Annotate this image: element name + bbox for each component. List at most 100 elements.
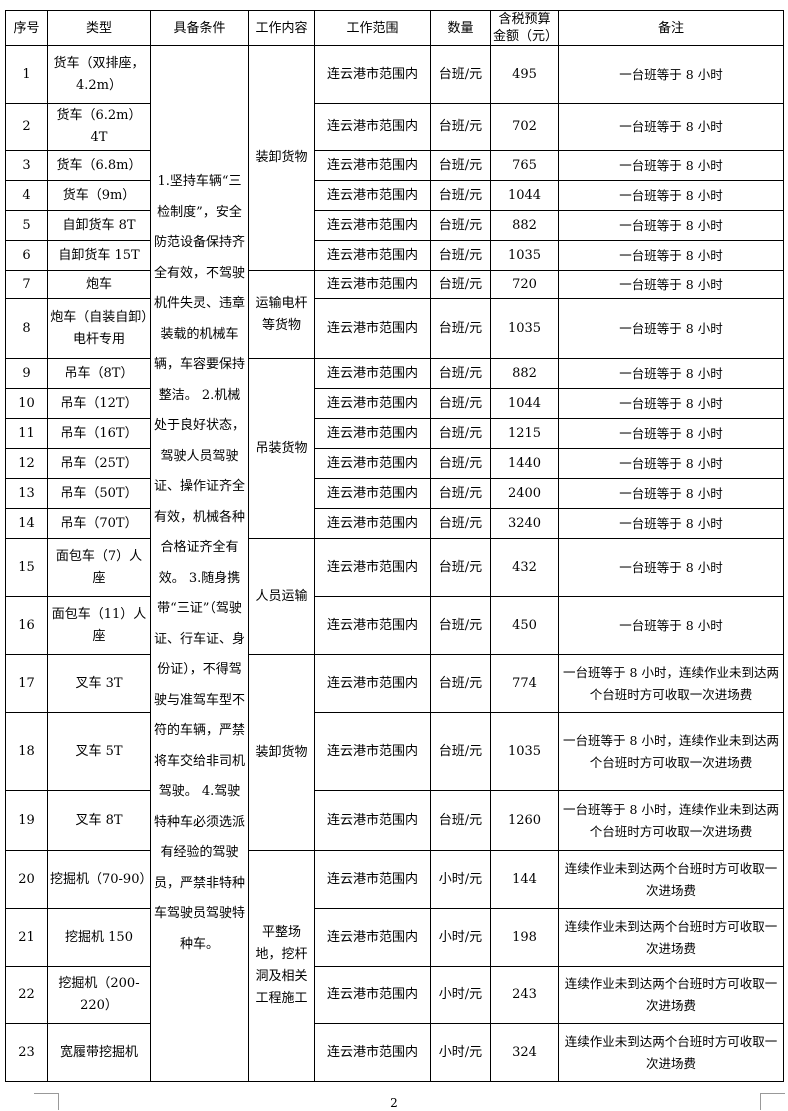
row-number: 8 xyxy=(5,298,48,359)
note: 一台班等于 8 小时 xyxy=(558,596,784,655)
budget-amount: 495 xyxy=(490,45,559,104)
vehicle-type: 吊车（16T） xyxy=(47,418,151,449)
header-type: 类型 xyxy=(47,10,151,46)
budget-amount: 432 xyxy=(490,538,559,597)
table-row: 17 叉车 3T 装卸货物 连云港市范围内 台班/元 774 一台班等于 8 小时，连续作业… xyxy=(5,654,784,851)
header-budget: 含税预算金额（元） xyxy=(490,10,559,46)
vehicle-type: 叉车 3T xyxy=(47,654,151,713)
budget-amount: 144 xyxy=(490,850,559,909)
header-scope: 工作范围 xyxy=(314,10,431,46)
table-row: 5 自卸货车 8T 连云港市范围内 台班/元 882 一台班等于 8 小时 xyxy=(5,210,784,241)
row-number: 5 xyxy=(5,210,48,241)
row-number: 18 xyxy=(5,712,48,791)
work-scope: 连云港市范围内 xyxy=(314,388,431,419)
budget-amount: 1035 xyxy=(490,240,559,271)
vehicle-type: 叉车 8T xyxy=(47,790,151,851)
quantity-unit: 台班/元 xyxy=(430,654,491,713)
page-corner-mark xyxy=(34,1093,59,1110)
vehicle-type: 叉车 5T xyxy=(47,712,151,791)
quantity-unit: 台班/元 xyxy=(430,596,491,655)
quantity-unit: 小时/元 xyxy=(430,850,491,909)
work-scope: 连云港市范围内 xyxy=(314,448,431,479)
budget-amount: 720 xyxy=(490,270,559,299)
table-row: 23 宽履带挖掘机 连云港市范围内 小时/元 324 连续作业未到达两个台班时方可收取一次… xyxy=(5,1023,784,1082)
page-number: 2 xyxy=(390,1096,398,1110)
budget-amount: 774 xyxy=(490,654,559,713)
budget-amount: 450 xyxy=(490,596,559,655)
row-number: 22 xyxy=(5,966,48,1024)
quantity-unit: 台班/元 xyxy=(430,270,491,299)
header-qty: 数量 xyxy=(430,10,491,46)
vehicle-type: 炮车 xyxy=(47,270,151,299)
row-number: 20 xyxy=(5,850,48,909)
work-content: 平整场地，挖杆洞及相关工程施工 xyxy=(248,850,315,1082)
header-note: 备注 xyxy=(558,10,784,46)
vehicle-type: 吊车（8T） xyxy=(47,358,151,389)
quantity-unit: 台班/元 xyxy=(430,478,491,509)
note: 一台班等于 8 小时 xyxy=(558,270,784,299)
note: 连续作业未到达两个台班时方可收取一次进场费 xyxy=(558,850,784,909)
quantity-unit: 台班/元 xyxy=(430,790,491,851)
work-scope: 连云港市范围内 xyxy=(314,908,431,967)
work-scope: 连云港市范围内 xyxy=(314,240,431,271)
note: 连续作业未到达两个台班时方可收取一次进场费 xyxy=(558,908,784,967)
vehicle-type: 吊车（25T） xyxy=(47,448,151,479)
work-scope: 连云港市范围内 xyxy=(314,358,431,389)
budget-amount: 324 xyxy=(490,1023,559,1082)
work-scope: 连云港市范围内 xyxy=(314,103,431,151)
work-scope: 连云港市范围内 xyxy=(314,180,431,211)
note: 一台班等于 8 小时 xyxy=(558,298,784,359)
table-row: 9 吊车（8T） 吊装货物 连云港市范围内 台班/元 882 一台班等于 8 小时 xyxy=(5,358,784,539)
note: 一台班等于 8 小时 xyxy=(558,448,784,479)
row-number: 13 xyxy=(5,478,48,509)
row-number: 14 xyxy=(5,508,48,539)
quantity-unit: 台班/元 xyxy=(430,210,491,241)
work-scope: 连云港市范围内 xyxy=(314,45,431,104)
header-no: 序号 xyxy=(5,10,48,46)
vehicle-type: 自卸货车 8T xyxy=(47,210,151,241)
quantity-unit: 台班/元 xyxy=(430,418,491,449)
equipment-table: 序号 类型 具备条件 工作内容 工作范围 数量 含税预算金额（元） 备注 1 货车… xyxy=(5,10,784,1082)
table-row: 22 挖掘机（200-220） 连云港市范围内 小时/元 243 连续作业未到达两个台班时… xyxy=(5,966,784,1024)
vehicle-type: 面包车（11）人座 xyxy=(47,596,151,655)
row-number: 4 xyxy=(5,180,48,211)
budget-amount: 1035 xyxy=(490,298,559,359)
quantity-unit: 台班/元 xyxy=(430,388,491,419)
work-content: 人员运输 xyxy=(248,538,315,655)
vehicle-type: 炮车（自装自卸）电杆专用 xyxy=(47,298,151,359)
note: 一台班等于 8 小时 xyxy=(558,388,784,419)
row-number: 15 xyxy=(5,538,48,597)
work-content: 吊装货物 xyxy=(248,358,315,539)
work-scope: 连云港市范围内 xyxy=(314,1023,431,1082)
quantity-unit: 台班/元 xyxy=(430,103,491,151)
note: 一台班等于 8 小时 xyxy=(558,210,784,241)
conditions-cell: 1.坚持车辆“三检制度”，安全防范设备保持齐全有效，不驾驶机件失灵、违章装载的机… xyxy=(150,45,249,1082)
header-conditions: 具备条件 xyxy=(150,10,249,46)
note: 连续作业未到达两个台班时方可收取一次进场费 xyxy=(558,966,784,1024)
row-number: 7 xyxy=(5,270,48,299)
header-work: 工作内容 xyxy=(248,10,315,46)
vehicle-type: 挖掘机（70-90） xyxy=(47,850,151,909)
vehicle-type: 面包车（7）人座 xyxy=(47,538,151,597)
row-number: 19 xyxy=(5,790,48,851)
row-number: 11 xyxy=(5,418,48,449)
work-scope: 连云港市范围内 xyxy=(314,418,431,449)
work-scope: 连云港市范围内 xyxy=(314,654,431,713)
table-row: 10 吊车（12T） 连云港市范围内 台班/元 1044 一台班等于 8 小时 xyxy=(5,388,784,419)
quantity-unit: 台班/元 xyxy=(430,45,491,104)
note: 一台班等于 8 小时，连续作业未到达两个台班时方可收取一次进场费 xyxy=(558,654,784,713)
work-scope: 连云港市范围内 xyxy=(314,790,431,851)
note: 一台班等于 8 小时 xyxy=(558,508,784,539)
quantity-unit: 台班/元 xyxy=(430,150,491,181)
table-row: 3 货车（6.8m） 连云港市范围内 台班/元 765 一台班等于 8 小时 xyxy=(5,150,784,181)
table-row: 6 自卸货车 15T 连云港市范围内 台班/元 1035 一台班等于 8 小时 xyxy=(5,240,784,271)
row-number: 17 xyxy=(5,654,48,713)
work-content: 装卸货物 xyxy=(248,45,315,271)
note: 一台班等于 8 小时 xyxy=(558,478,784,509)
vehicle-type: 宽履带挖掘机 xyxy=(47,1023,151,1082)
table-row: 13 吊车（50T） 连云港市范围内 台班/元 2400 一台班等于 8 小时 xyxy=(5,478,784,509)
note: 一台班等于 8 小时 xyxy=(558,240,784,271)
table-row: 19 叉车 8T 连云港市范围内 台班/元 1260 一台班等于 8 小时，连续作业未到达… xyxy=(5,790,784,851)
work-scope: 连云港市范围内 xyxy=(314,210,431,241)
quantity-unit: 小时/元 xyxy=(430,966,491,1024)
